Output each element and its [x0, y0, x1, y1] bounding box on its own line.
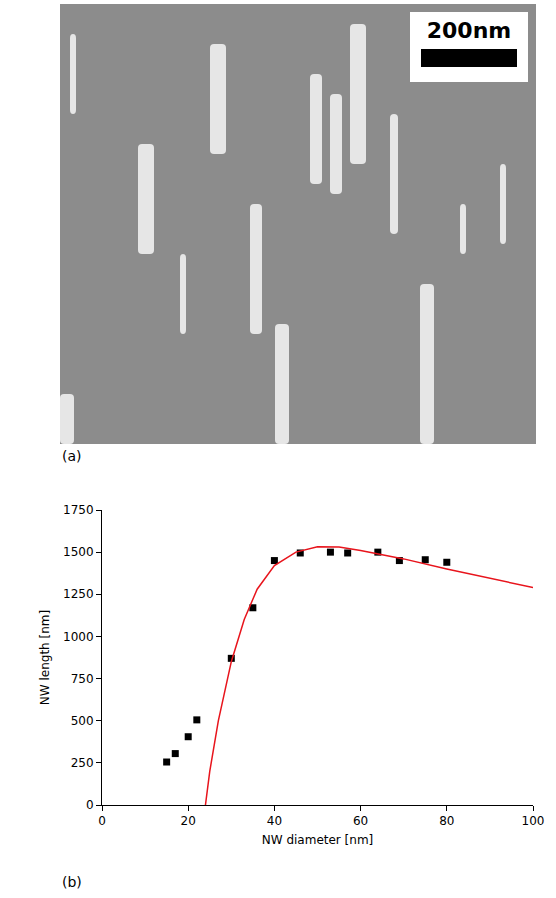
- svg-text:NW diameter [nm]: NW diameter [nm]: [262, 833, 374, 847]
- svg-text:500: 500: [71, 714, 94, 728]
- html-text:200nm: 200nm: [426, 18, 512, 43]
- svg-text:250: 250: [71, 756, 94, 770]
- svg-text:60: 60: [353, 814, 368, 828]
- svg-text:NW length [nm]: NW length [nm]: [38, 610, 52, 705]
- svg-text:750: 750: [71, 672, 94, 686]
- html-text:(a): (a): [62, 448, 82, 464]
- html-text:(b): (b): [62, 874, 82, 890]
- svg-text:0: 0: [98, 814, 106, 828]
- svg-text:1500: 1500: [63, 545, 94, 559]
- svg-text:100: 100: [522, 814, 545, 828]
- svg-text:0: 0: [86, 798, 94, 812]
- svg-text:80: 80: [439, 814, 454, 828]
- svg-text:20: 20: [181, 814, 196, 828]
- svg-text:40: 40: [267, 814, 282, 828]
- svg-text:1250: 1250: [63, 587, 94, 601]
- svg-text:1000: 1000: [63, 630, 94, 644]
- svg-text:1750: 1750: [63, 503, 94, 517]
